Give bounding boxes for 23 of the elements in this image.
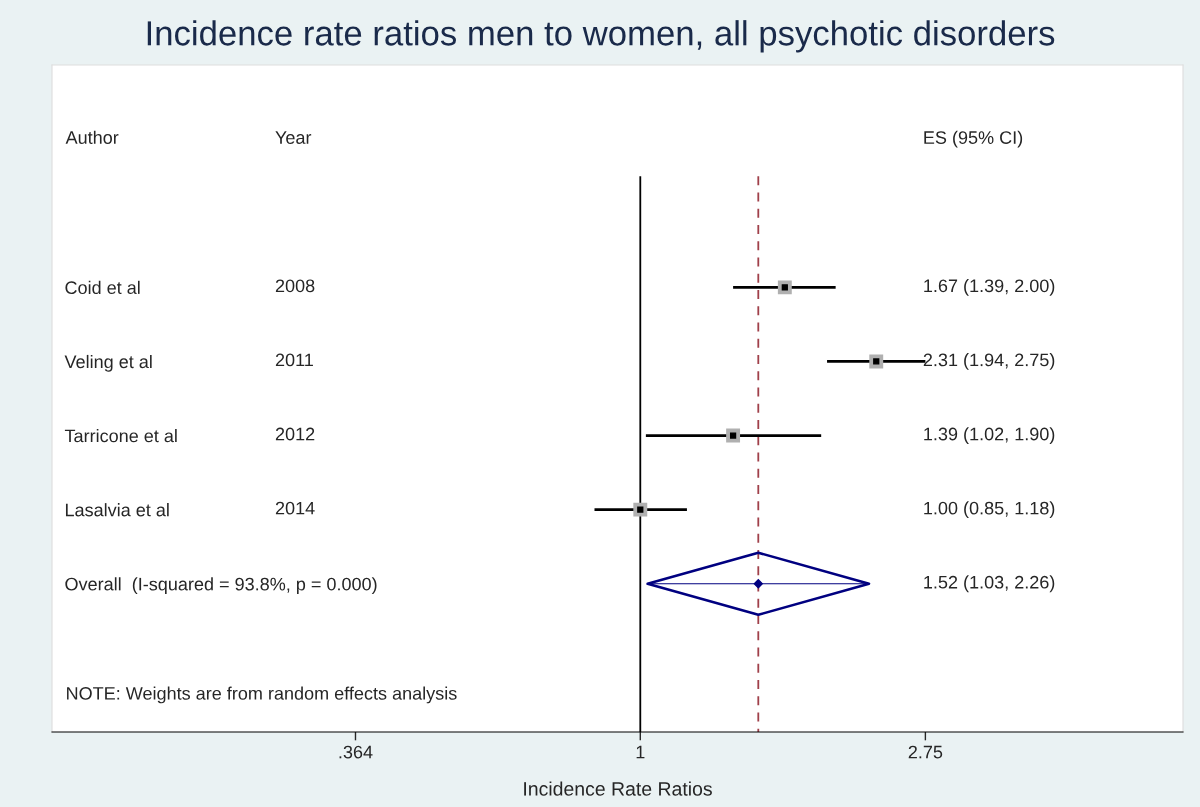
annotation: 1.52 (1.03, 2.26) — [924, 575, 1055, 593]
annotation: 1.00 (0.85, 1.18) — [924, 501, 1055, 519]
text: ES (95% CI) — [924, 130, 1023, 148]
y-tick-label: Tarricone et al — [64, 429, 177, 443]
y-tick-label: Overall (I-squared = 93.8%, p = 0.000) — [65, 577, 377, 595]
annotation: 2008 — [275, 279, 315, 293]
chart-title: Incidence rate ratios men to women, all psychotic disorders — [147, 20, 1055, 53]
annotation: 2011 — [275, 353, 313, 367]
y-tick-label: Lasalvia et al — [65, 503, 169, 517]
annotation: 2014 — [275, 501, 315, 515]
annotation: 2012 — [275, 427, 315, 441]
x-axis-title: Incidence Rate Ratios — [524, 781, 712, 796]
x-tick-label: .364 — [339, 745, 373, 759]
annotation: 1.67 (1.39, 2.00) — [924, 278, 1055, 296]
y-tick-label: Veling et al — [64, 354, 152, 372]
x-tick-label: 2.75 — [908, 745, 943, 759]
annotation: 1.39 (1.02, 1.90) — [924, 427, 1055, 444]
y-tick-label: Coid et al — [65, 280, 140, 295]
text: Author — [65, 130, 119, 144]
text: Year — [275, 131, 312, 144]
x-tick-label: 1 — [636, 745, 645, 759]
annotation: 2.31 (1.94, 2.75) — [923, 353, 1055, 370]
text: NOTE: Weights are from random effects analysis — [67, 686, 457, 704]
